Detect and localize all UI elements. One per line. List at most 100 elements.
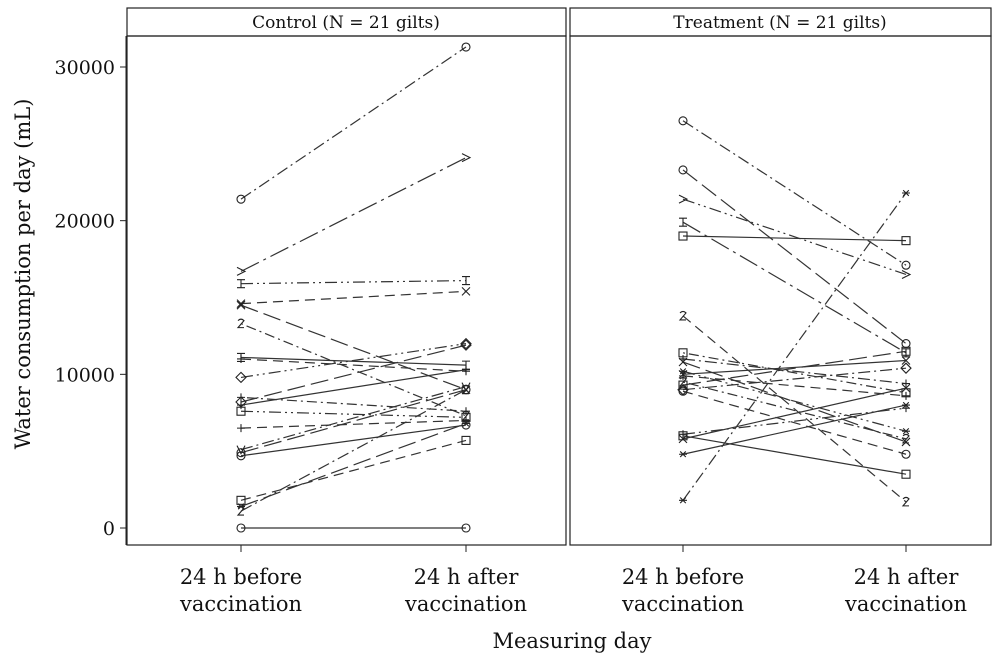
series-segment: [240, 290, 467, 305]
data-point-marker: [237, 354, 245, 363]
data-point-marker: [902, 379, 910, 388]
x-tick-label: vaccination: [404, 592, 527, 616]
panel-control-series: [235, 42, 472, 533]
data-point-marker: [236, 451, 246, 461]
series-segment: [240, 304, 467, 391]
series-segment: [682, 169, 907, 345]
data-point-marker: [901, 469, 911, 479]
x-axis-title: Measuring day: [493, 629, 652, 653]
data-point-marker: [678, 357, 688, 367]
series-segment: [240, 46, 467, 200]
data-point-marker: [678, 116, 688, 126]
data-point-marker: [236, 495, 246, 505]
data-point-marker: [901, 449, 911, 459]
series-segment: [682, 192, 907, 501]
series-segment: [682, 387, 907, 440]
series-line-treatment-5: [678, 231, 911, 246]
data-point-marker: [901, 433, 910, 444]
series-segment: [682, 381, 907, 440]
series-segment: [240, 389, 467, 454]
data-point-marker: [902, 391, 910, 400]
panel-control-plot-frame: [126, 35, 567, 546]
series-segment: [240, 439, 467, 501]
data-point-marker: [236, 318, 245, 329]
series-segment: [682, 350, 907, 386]
series-line-treatment-19: [678, 431, 911, 479]
data-point-marker: [236, 300, 246, 310]
series-segment: [240, 419, 467, 429]
data-point-marker: [902, 189, 910, 197]
data-point-marker: [901, 496, 910, 507]
series-segment: [682, 404, 907, 455]
data-point-marker: [902, 428, 910, 435]
data-point-marker: [462, 365, 470, 374]
data-point-marker: [461, 153, 472, 163]
data-point-marker: [679, 451, 687, 458]
series-line-control-19: [237, 420, 470, 510]
series-segment: [240, 386, 467, 451]
series-line-control-3: [237, 276, 470, 289]
series-segment: [682, 358, 907, 385]
x-axis-ticks: 24 h before vaccination 24 h after vaccinat…: [179, 545, 967, 616]
series-segment: [240, 410, 467, 418]
x-tick-label: vaccination: [621, 592, 744, 616]
series-segment: [682, 315, 907, 503]
series-segment: [240, 356, 467, 366]
series-line-control-11: [235, 339, 472, 408]
data-point-marker: [901, 437, 911, 447]
series-segment: [240, 157, 467, 272]
data-point-marker: [678, 431, 688, 441]
data-point-marker: [902, 401, 910, 409]
series-line-control-20: [236, 384, 470, 516]
series-segment: [682, 367, 907, 391]
series-segment: [682, 352, 907, 394]
series-line-control-5: [236, 300, 471, 395]
x-tick-label: 24 h after: [414, 565, 520, 589]
data-point-marker: [460, 339, 472, 351]
data-point-marker: [901, 356, 911, 365]
series-line-treatment-14: [678, 346, 911, 390]
series-line-treatment-1: [678, 116, 911, 270]
data-point-marker: [678, 376, 687, 387]
series-line-treatment-20: [679, 401, 910, 458]
panel-treatment-series: [677, 116, 912, 507]
series-segment: [682, 390, 907, 455]
y-tick-label: 10000: [55, 364, 115, 386]
series-segment: [240, 344, 467, 403]
x-tick-label: 24 h after: [854, 565, 960, 589]
series-line-treatment-13: [678, 376, 910, 444]
data-point-marker: [901, 346, 911, 356]
data-point-marker: [460, 337, 472, 350]
data-point-marker: [678, 194, 689, 204]
panel-control-title: Control (N = 21 gilts): [252, 13, 440, 33]
series-line-control-9: [235, 337, 472, 384]
x-tick-label: vaccination: [179, 592, 302, 616]
data-point-marker: [237, 424, 245, 433]
data-point-marker: [679, 217, 687, 227]
series-segment: [682, 198, 907, 276]
series-segment: [682, 120, 907, 266]
series-line-control-21: [236, 523, 471, 533]
data-point-marker: [901, 269, 912, 279]
series-line-control-15: [236, 382, 471, 455]
data-point-marker: [235, 371, 247, 384]
y-tick-label: 30000: [55, 57, 115, 79]
series-segment: [240, 422, 467, 508]
series-segment: [682, 359, 907, 375]
series-line-treatment-3: [678, 194, 912, 279]
data-point-marker: [237, 401, 245, 410]
x-tick-label: vaccination: [844, 592, 967, 616]
data-point-marker: [461, 42, 471, 52]
data-point-marker: [237, 279, 245, 289]
panel-control: Control (N = 21 gilts): [126, 7, 567, 546]
series-segment: [240, 389, 467, 512]
series-line-control-17: [236, 420, 471, 461]
data-point-marker: [236, 406, 246, 416]
data-point-marker: [679, 371, 687, 380]
series-line-treatment-16: [678, 386, 911, 459]
data-point-marker: [461, 420, 471, 430]
data-point-marker: [461, 286, 471, 296]
series-line-control-1: [236, 42, 471, 204]
series-segment: [240, 279, 467, 285]
series-segment: [682, 235, 907, 242]
